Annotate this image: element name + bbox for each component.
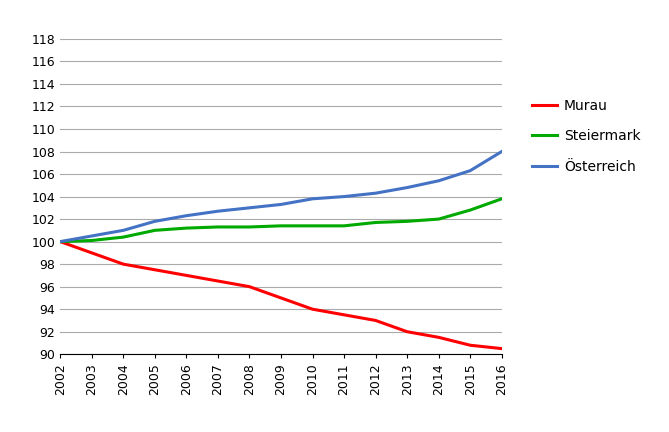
Murau [498,346,506,351]
Österreich [88,233,96,238]
Legend: Murau, Steiermark, Österreich: Murau, Steiermark, Österreich [527,93,646,180]
Steiermark [183,226,191,231]
Österreich [466,168,474,173]
Österreich [151,219,159,224]
Murau [277,295,285,301]
Österreich [371,191,379,196]
Steiermark [403,219,411,224]
Line: Österreich: Österreich [60,152,502,241]
Murau [151,267,159,272]
Österreich [340,194,348,199]
Murau [340,312,348,318]
Steiermark [88,238,96,243]
Murau [308,307,316,312]
Steiermark [214,224,222,229]
Murau [246,284,254,289]
Steiermark [371,220,379,225]
Murau [56,239,64,244]
Murau [435,335,443,340]
Steiermark [308,223,316,229]
Steiermark [466,207,474,213]
Österreich [308,196,316,201]
Murau [88,250,96,255]
Murau [183,273,191,278]
Steiermark [119,235,127,240]
Steiermark [340,223,348,229]
Line: Steiermark: Steiermark [60,199,502,241]
Österreich [246,205,254,210]
Murau [214,279,222,284]
Österreich [119,228,127,233]
Steiermark [498,196,506,201]
Murau [466,343,474,348]
Österreich [498,149,506,154]
Österreich [277,202,285,207]
Murau [371,318,379,323]
Österreich [403,185,411,190]
Murau [403,329,411,334]
Steiermark [56,239,64,244]
Line: Murau: Murau [60,241,502,349]
Steiermark [246,224,254,229]
Steiermark [151,228,159,233]
Österreich [214,209,222,214]
Österreich [183,213,191,218]
Murau [119,261,127,267]
Österreich [56,239,64,244]
Steiermark [277,223,285,229]
Österreich [435,178,443,183]
Steiermark [435,216,443,222]
